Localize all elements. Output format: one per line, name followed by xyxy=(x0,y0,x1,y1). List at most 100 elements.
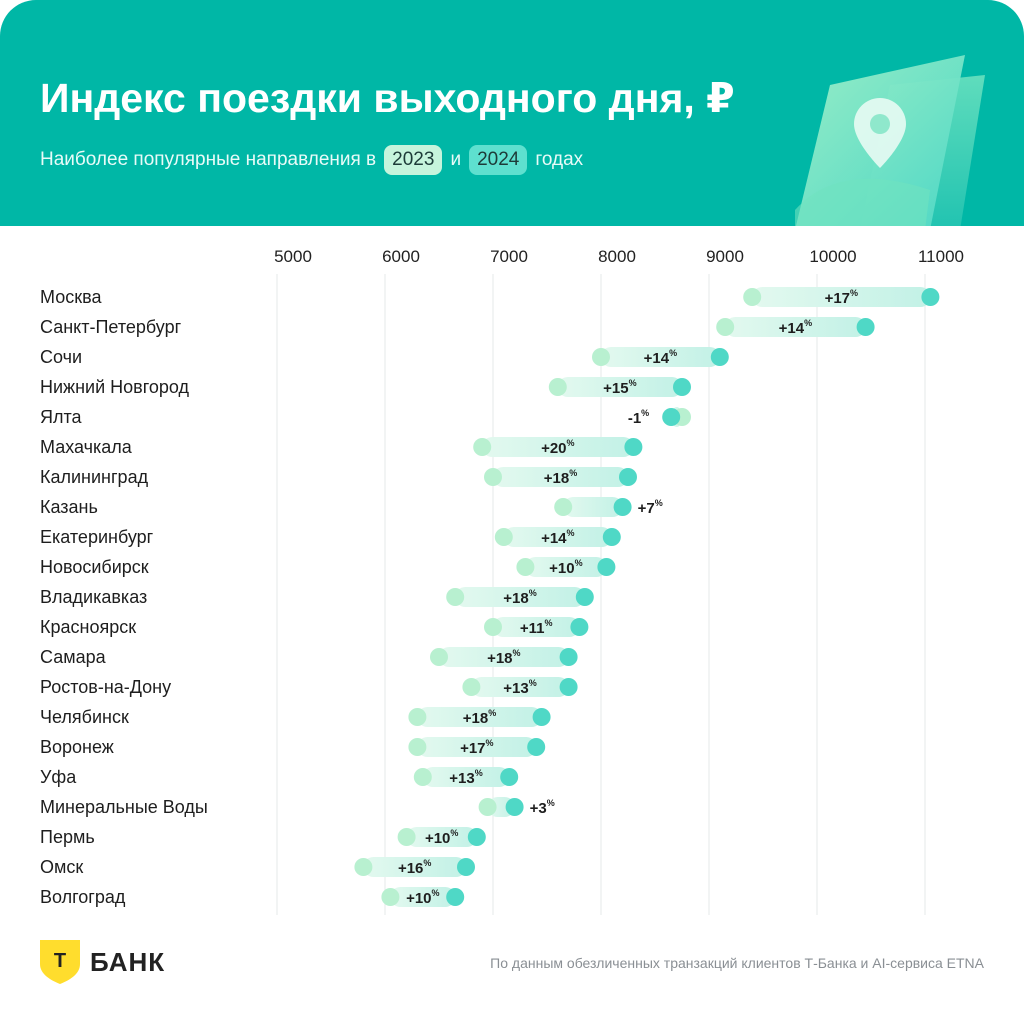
dot-2023 xyxy=(484,468,502,486)
change-label: +11% xyxy=(520,618,553,637)
dot-2024 xyxy=(662,408,681,426)
change-label: +17% xyxy=(825,288,858,307)
chart-title: Индекс поездки выходного дня, ₽ xyxy=(40,75,735,121)
city-label: Екатеринбург xyxy=(40,527,154,547)
dot-2023 xyxy=(446,588,465,606)
range-bar xyxy=(422,767,510,787)
dot-2023 xyxy=(554,498,573,516)
range-bar xyxy=(417,707,542,727)
city-label: Санкт-Петербург xyxy=(40,317,182,337)
dot-2024 xyxy=(856,318,875,336)
dot-2024 xyxy=(467,828,486,846)
city-label: Ростов-на-Дону xyxy=(40,677,171,697)
change-label: +18% xyxy=(487,648,520,667)
city-label: Ялта xyxy=(40,407,83,427)
dot-2023 xyxy=(473,438,492,456)
range-bar xyxy=(482,437,634,457)
dot-2024 xyxy=(673,378,691,396)
range-bar xyxy=(439,647,569,667)
city-label: Владикавказ xyxy=(40,587,147,607)
dot-2023 xyxy=(548,378,567,396)
change-label: +14% xyxy=(644,348,677,367)
legend-2024-pill: 2024 xyxy=(469,145,528,175)
city-label: Москва xyxy=(40,287,102,307)
chart-subtitle: Наиболее популярные направления в 2023 и… xyxy=(40,145,583,175)
range-bar xyxy=(417,737,537,757)
city-label: Пермь xyxy=(40,827,95,847)
city-label: Омск xyxy=(40,857,83,877)
dot-2024 xyxy=(619,468,637,486)
range-bar xyxy=(563,497,623,517)
dumbbell-chart: 5000 6000 7000 8000 9000 10000 11000 Москва +17%… xyxy=(40,247,964,915)
city-label: Минеральные Воды xyxy=(40,797,208,817)
city-label: Волгоград xyxy=(40,887,126,907)
range-bar xyxy=(557,377,682,397)
shield-logo-icon: Т xyxy=(40,940,80,984)
dot-2023 xyxy=(413,768,432,786)
x-tick-label: 8000 xyxy=(598,247,636,266)
change-label: +18% xyxy=(503,588,536,607)
dot-2023 xyxy=(354,858,373,876)
change-label: -1% xyxy=(628,408,649,427)
range-bar xyxy=(471,677,569,697)
range-bar xyxy=(406,827,477,847)
x-tick-label: 7000 xyxy=(490,247,528,266)
dot-2023 xyxy=(408,738,427,756)
dot-2023 xyxy=(381,888,400,906)
range-bar xyxy=(363,857,466,877)
city-label: Челябинск xyxy=(40,707,129,727)
dot-2023 xyxy=(494,528,513,546)
dot-2024 xyxy=(457,858,475,876)
dot-2024 xyxy=(500,768,519,786)
city-label: Красноярск xyxy=(40,617,136,637)
change-label: +10% xyxy=(406,888,439,907)
city-label: Махачкала xyxy=(40,437,133,457)
change-label: +20% xyxy=(541,438,574,457)
change-label: +17% xyxy=(460,738,493,757)
change-label: +15% xyxy=(603,378,636,397)
change-label: +14% xyxy=(779,318,812,337)
change-label: +3% xyxy=(530,798,555,817)
range-bar xyxy=(390,887,456,907)
change-label: +18% xyxy=(463,708,496,727)
dot-2023 xyxy=(478,798,497,816)
range-bar xyxy=(455,587,585,607)
dot-2024 xyxy=(559,648,578,666)
range-bar xyxy=(493,467,628,487)
x-tick-label: 5000 xyxy=(274,247,312,266)
dot-2023 xyxy=(397,828,416,846)
city-label: Уфа xyxy=(40,767,77,787)
x-tick-label: 6000 xyxy=(382,247,420,266)
change-label: +10% xyxy=(425,828,458,847)
range-bar xyxy=(725,317,866,337)
range-bar xyxy=(525,557,607,577)
dot-2023 xyxy=(516,558,535,576)
subtitle-middle: и xyxy=(450,149,462,170)
dot-2023 xyxy=(484,618,502,636)
dot-2024 xyxy=(624,438,643,456)
change-label: +13% xyxy=(503,678,536,697)
brand-name: БАНК xyxy=(90,946,166,977)
dot-2024 xyxy=(532,708,551,726)
dot-2023 xyxy=(592,348,610,366)
dot-2024 xyxy=(710,348,729,366)
change-label: +10% xyxy=(549,558,582,577)
range-bar xyxy=(752,287,931,307)
logo-letter: Т xyxy=(54,950,66,972)
x-tick-label: 10000 xyxy=(809,247,856,266)
dot-2024 xyxy=(527,738,546,756)
city-label: Самара xyxy=(40,647,107,667)
header-banner: Индекс поездки выходного дня, ₽ Наиболее… xyxy=(0,0,1024,226)
city-label: Новосибирск xyxy=(40,557,149,577)
range-bar xyxy=(503,527,612,547)
dot-2024 xyxy=(613,498,632,516)
dot-2024 xyxy=(505,798,524,816)
range-bar xyxy=(601,347,720,367)
x-tick-label: 9000 xyxy=(706,247,744,266)
change-label: +18% xyxy=(544,468,577,487)
change-label: +13% xyxy=(449,768,482,787)
dot-2024 xyxy=(570,618,589,636)
dot-2024 xyxy=(602,528,621,546)
change-label: +16% xyxy=(398,858,431,877)
dot-2024 xyxy=(446,888,465,906)
